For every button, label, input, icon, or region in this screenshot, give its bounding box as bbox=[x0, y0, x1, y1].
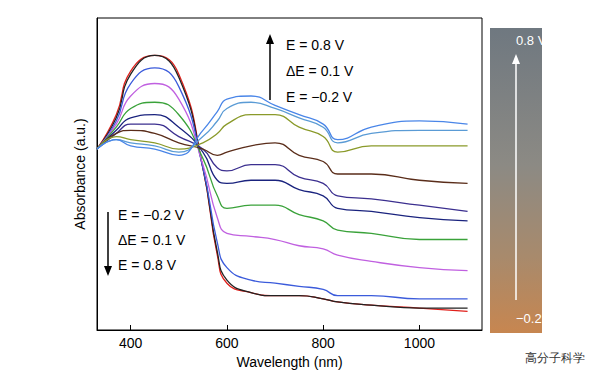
svg-text:Wavelength (nm): Wavelength (nm) bbox=[236, 354, 342, 370]
svg-text:600: 600 bbox=[215, 335, 239, 351]
svg-text:高分子科学: 高分子科学 bbox=[525, 351, 585, 365]
svg-text:−0.2 V: −0.2 V bbox=[516, 311, 554, 326]
svg-text:Absorbance (a.u.): Absorbance (a.u.) bbox=[72, 118, 88, 229]
svg-text:E = 0.8 V: E = 0.8 V bbox=[286, 37, 345, 53]
svg-text:E = −0.2 V: E = −0.2 V bbox=[118, 207, 185, 223]
svg-text:ΔE = 0.1 V: ΔE = 0.1 V bbox=[286, 63, 354, 79]
svg-text:1000: 1000 bbox=[404, 335, 435, 351]
svg-text:ΔE = 0.1 V: ΔE = 0.1 V bbox=[118, 232, 186, 248]
svg-text:E = −0.2 V: E = −0.2 V bbox=[286, 89, 353, 105]
svg-text:400: 400 bbox=[119, 335, 143, 351]
svg-text:800: 800 bbox=[312, 335, 336, 351]
svg-text:0.8 V: 0.8 V bbox=[516, 33, 547, 48]
svg-text:E = 0.8 V: E = 0.8 V bbox=[118, 257, 177, 273]
